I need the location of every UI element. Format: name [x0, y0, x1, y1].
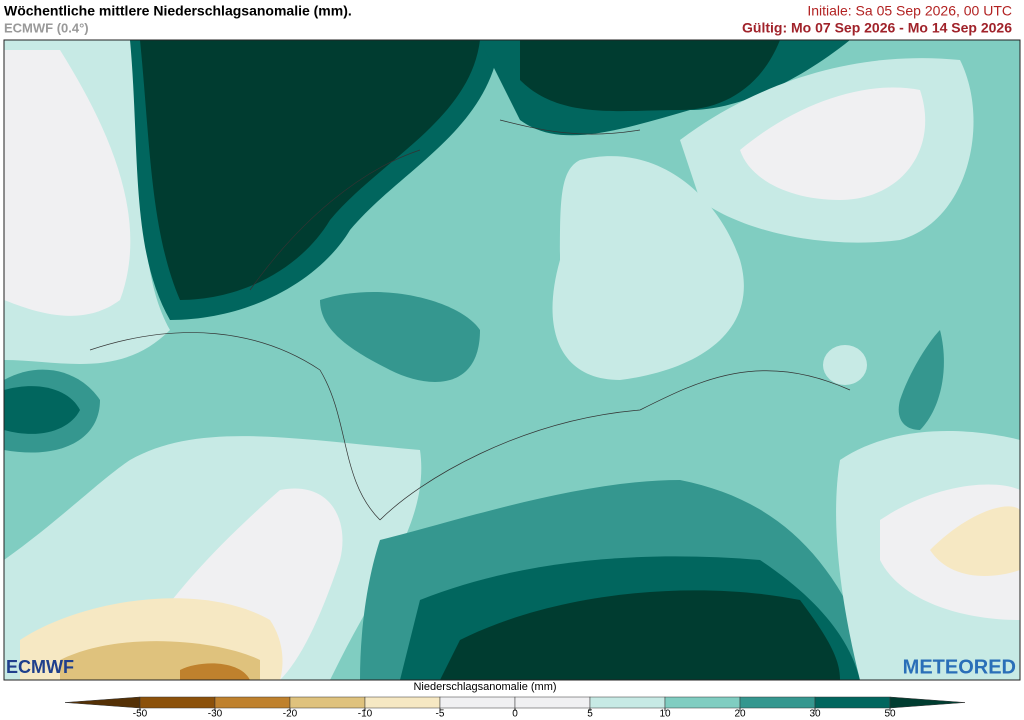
meteored-logo: METEORED: [903, 656, 1016, 678]
ecmwf-logo: ECMWF: [6, 657, 74, 677]
colorbar-segment: [664, 696, 741, 709]
colorbar-tick-label: 5: [587, 709, 593, 720]
colorbar-tick-label: -10: [358, 709, 373, 720]
initial-time: Initiale: Sa 05 Sep 2026, 00 UTC: [807, 3, 1012, 19]
title: Wöchentliche mittlere Niederschlagsanoma…: [4, 3, 352, 19]
colorbar-extend-high: [889, 696, 966, 709]
colorbar-tick-label: 0: [512, 709, 518, 720]
colorbar-label: Niederschlagsanomalie (mm): [413, 681, 556, 693]
colorbar-segment: [514, 696, 591, 709]
colorbar-tick-label: 20: [734, 709, 746, 720]
colorbar: -50 -30 -20 -10 -5 0 5 10 20 30 50: [64, 696, 966, 720]
colorbar-segment: [364, 696, 441, 709]
colorbar-segment: [814, 696, 891, 709]
colorbar-segment: [739, 696, 816, 709]
colorbar-segment: [439, 696, 516, 709]
colorbar-tick-label: -5: [436, 709, 445, 720]
colorbar-segment: [289, 696, 366, 709]
colorbar-segment: [214, 696, 291, 709]
colorbar-tick-label: 30: [809, 709, 821, 720]
colorbar-tick-label: 50: [884, 709, 896, 720]
colorbar-tick-label: -20: [283, 709, 298, 720]
colorbar-extend-low: [64, 696, 141, 709]
map: [3, 39, 1021, 681]
valid-time: Gültig: Mo 07 Sep 2026 - Mo 14 Sep 2026: [742, 20, 1012, 36]
colorbar-tick-label: -50: [133, 709, 148, 720]
colorbar-tick-label: 10: [659, 709, 671, 720]
colorbar-segment: [139, 696, 216, 709]
colorbar-tick-label: -30: [208, 709, 223, 720]
colorbar-segment: [589, 696, 666, 709]
model: ECMWF (0.4°): [4, 20, 89, 35]
